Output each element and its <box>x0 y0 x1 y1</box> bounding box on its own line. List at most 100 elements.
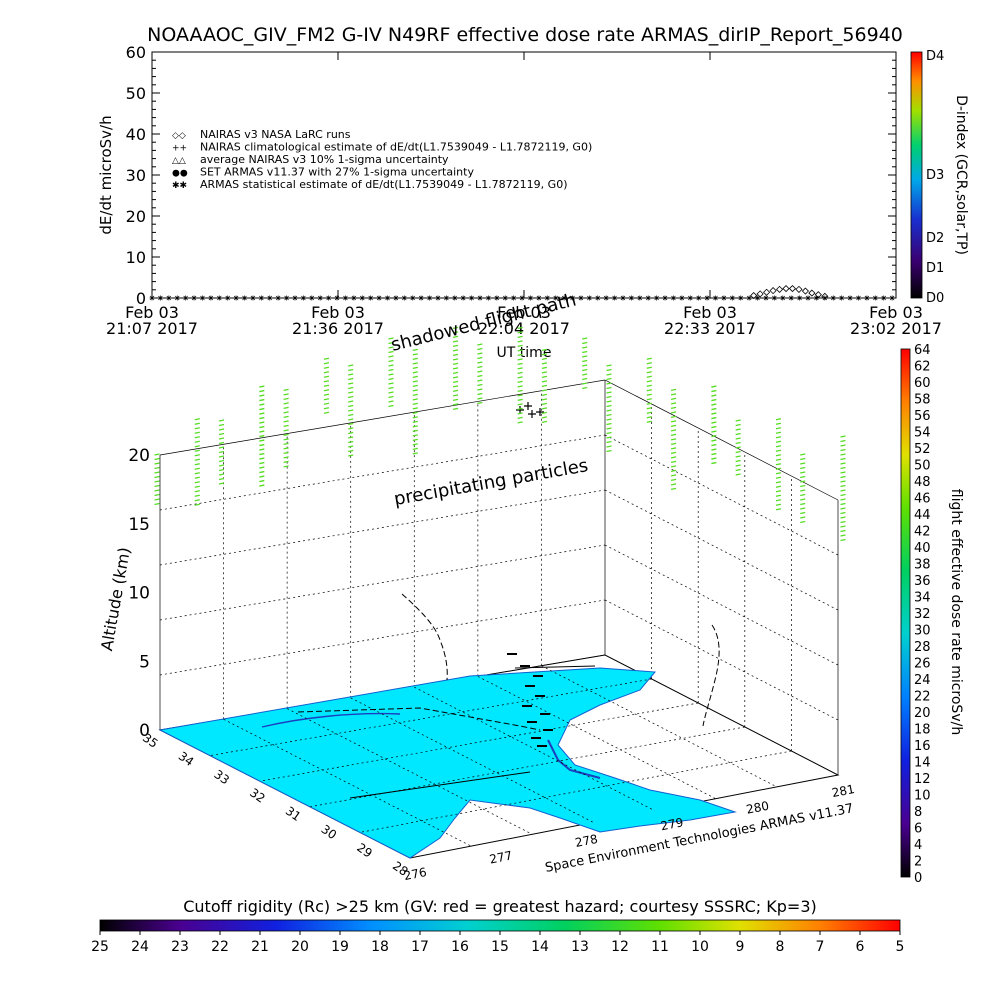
particle-mark <box>452 349 459 352</box>
particle-mark <box>194 422 200 425</box>
particle-mark <box>412 357 418 361</box>
particle-mark <box>735 450 741 454</box>
particle-mark <box>735 468 741 472</box>
longitude-axis: 276 277 278 279 280 281 <box>403 782 856 883</box>
particle-mark <box>775 476 782 479</box>
wall-grid-line <box>159 544 606 621</box>
rigidity-label: 16 <box>451 939 469 955</box>
particle-mark <box>541 362 548 365</box>
dindex-colorbar <box>910 51 923 299</box>
particle-mark <box>259 479 265 483</box>
particle-mark <box>840 466 846 470</box>
particle-mark <box>606 436 612 439</box>
particle-mark <box>541 411 548 415</box>
particle-mark <box>452 331 459 334</box>
particle-mark <box>735 419 741 422</box>
rigidity-label: 22 <box>211 939 229 955</box>
dose-colorbar-label: 44 <box>914 508 931 523</box>
particle-mark <box>388 373 394 376</box>
particle-mark <box>259 421 265 424</box>
particle-mark <box>517 371 523 374</box>
particle-mark <box>517 362 523 365</box>
flight-marker-high <box>536 408 544 416</box>
particle-mark <box>800 484 806 488</box>
particle-mark <box>735 446 741 449</box>
armas-stat-point <box>401 295 407 301</box>
particle-mark <box>154 457 160 461</box>
armas-stat-point <box>191 295 197 301</box>
armas-stat-point <box>662 295 668 301</box>
particle-mark <box>412 434 418 437</box>
map-floor <box>158 654 840 859</box>
armas-stat-point <box>427 295 433 301</box>
particle-mark <box>840 516 846 519</box>
particle-mark <box>646 402 652 405</box>
dose-colorbar-label: 40 <box>914 541 931 556</box>
armas-stat-point <box>183 295 189 301</box>
particle-mark <box>517 367 523 370</box>
wall-grid-line <box>604 544 839 666</box>
particle-mark <box>348 391 354 394</box>
armas-stat-point <box>317 295 323 301</box>
particle-mark <box>259 466 265 469</box>
particle-mark <box>452 344 459 347</box>
wall-grid-line <box>159 379 606 456</box>
dindex-label: D3 <box>926 168 944 183</box>
particle-mark <box>348 400 354 403</box>
particle-mark <box>517 389 523 392</box>
particle-mark <box>412 380 418 383</box>
particle-mark <box>259 407 265 411</box>
dose-colorbar-label: 22 <box>914 690 931 705</box>
floor-grid-line <box>223 718 472 847</box>
particle-mark <box>670 474 677 477</box>
particle-mark <box>670 420 677 423</box>
particle-mark <box>800 498 806 501</box>
particle-mark <box>452 380 459 383</box>
particle-mark <box>711 407 717 411</box>
rigidity-label: 11 <box>651 939 669 955</box>
particle-mark <box>259 398 265 402</box>
particle-mark <box>259 452 265 456</box>
rigidity-label: 6 <box>856 939 865 955</box>
particle-mark <box>452 394 459 397</box>
particle-mark <box>323 389 330 392</box>
particle-mark <box>517 416 523 419</box>
particle-mark <box>840 489 846 492</box>
particle-mark <box>388 404 394 408</box>
particle-mark <box>711 434 717 438</box>
armas-stat-point <box>242 295 248 301</box>
y-tick-label: 30 <box>126 166 146 185</box>
longitude-tick-label: 281 <box>831 782 856 800</box>
particle-mark <box>582 373 588 376</box>
particle-mark <box>283 433 289 436</box>
armas-stat-point <box>586 295 592 301</box>
rigidity-label: 12 <box>611 939 629 955</box>
particle-mark <box>259 475 265 478</box>
particle-mark <box>194 472 200 475</box>
altitude-tick-label: 15 <box>128 515 150 535</box>
armas-stat-point <box>855 295 861 301</box>
particle-mark <box>412 348 418 352</box>
armas-stat-point <box>519 295 525 301</box>
particle-mark <box>670 397 677 400</box>
altitude-tick-label: 10 <box>128 584 150 604</box>
particle-mark <box>582 364 588 367</box>
dose-colorbar-label: 50 <box>914 459 931 474</box>
particle-mark <box>800 502 806 506</box>
particle-mark <box>735 423 741 427</box>
armas-stat-point <box>578 295 584 301</box>
particle-mark <box>283 460 289 463</box>
particle-mark <box>388 346 394 349</box>
particle-mark <box>735 432 741 436</box>
particle-mark <box>517 380 523 383</box>
latitude-tick-label: 29 <box>354 840 375 860</box>
particle-mark <box>323 411 330 414</box>
particle-mark <box>735 459 741 463</box>
particle-mark <box>477 352 483 355</box>
rigidity-label: 19 <box>331 939 349 955</box>
particle-mark <box>452 340 459 343</box>
particle-mark <box>775 427 782 430</box>
armas-stat-point <box>645 295 651 301</box>
particle-mark <box>735 455 741 458</box>
particle-mark <box>388 337 394 340</box>
